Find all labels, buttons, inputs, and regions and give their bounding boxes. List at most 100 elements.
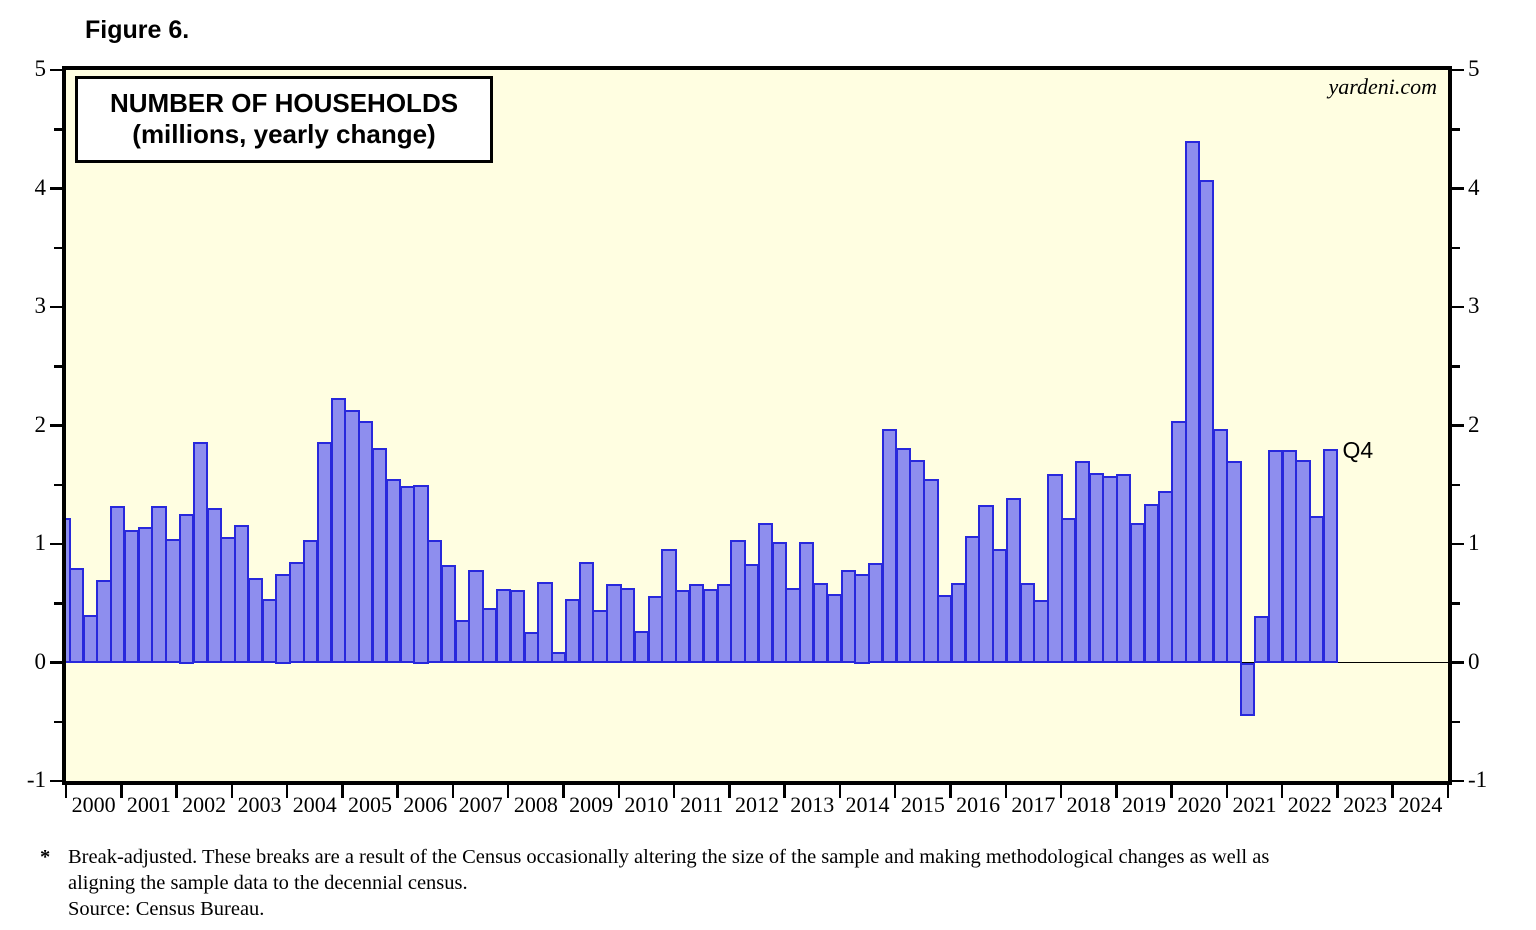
y-axis-label-right: 0 — [1468, 648, 1480, 674]
x-axis-year-label: 2015 — [900, 792, 945, 817]
y-axis-tick-left — [50, 542, 62, 546]
chart-title-line1: NUMBER OF HOUSEHOLDS — [109, 88, 459, 118]
x-axis-year-label: 2024 — [1398, 792, 1443, 817]
y-axis-label-left: 0 — [34, 648, 47, 674]
x-axis-year-label: 2013 — [790, 792, 835, 817]
y-axis-tick-right — [1452, 305, 1464, 309]
y-axis-tick-right — [1452, 187, 1464, 190]
y-axis-label-right: 3 — [1468, 293, 1480, 318]
chart-title-box: NUMBER OF HOUSEHOLDS (millions, yearly c… — [75, 76, 493, 163]
y-axis-label-left: 1 — [34, 530, 47, 555]
x-axis-year-label: 2011 — [680, 792, 724, 817]
x-axis-tick — [175, 785, 178, 798]
y-axis-tick-left — [50, 661, 62, 664]
x-axis-year-label: 2009 — [569, 792, 614, 817]
watermark-yardeni: yardeni.com — [1328, 74, 1437, 99]
y-axis-label-left: 5 — [34, 56, 47, 81]
x-axis-year-label: 2005 — [348, 792, 393, 817]
x-axis-year-label: 2023 — [1343, 792, 1388, 817]
y-axis-tick-right — [1452, 246, 1460, 249]
x-axis-tick — [1280, 785, 1284, 798]
y-axis-tick-right — [1452, 68, 1464, 72]
footnote-line1: Break-adjusted. These breaks are a resul… — [68, 846, 1270, 868]
y-axis-tick-right — [1452, 483, 1460, 486]
bar-2021-Q2 — [1240, 662, 1256, 716]
x-axis-tick — [617, 785, 621, 798]
footnote-line2: aligning the sample data to the decennia… — [68, 872, 468, 894]
footnote-asterisk: * — [40, 846, 51, 868]
bar-2015-Q3 — [923, 478, 939, 664]
x-axis-tick — [396, 785, 399, 798]
x-axis-year-label: 2006 — [403, 792, 448, 817]
y-axis-label-left: 4 — [34, 174, 47, 200]
x-axis-tick — [949, 785, 952, 798]
last-point-label: Q4 — [1342, 437, 1374, 464]
x-axis-year-label: 2022 — [1287, 792, 1332, 817]
figure-label: Figure 6. — [85, 16, 190, 44]
x-axis-tick — [838, 785, 842, 798]
x-axis-tick — [1391, 785, 1394, 798]
x-axis-year-label: 2014 — [845, 792, 890, 817]
x-axis-year-label: 2003 — [237, 792, 282, 817]
x-axis-year-label: 2000 — [71, 792, 116, 817]
y-axis-tick-left — [54, 128, 62, 131]
x-axis-tick — [728, 785, 731, 798]
y-axis-label-right: 1 — [1468, 530, 1480, 555]
x-axis-year-label: 2018 — [1066, 792, 1111, 817]
x-axis-tick — [783, 785, 786, 798]
y-axis-tick-left — [50, 68, 62, 72]
y-axis-label-left: 3 — [34, 293, 47, 318]
x-axis-tick — [1004, 785, 1007, 798]
y-axis-label-right: 4 — [1468, 174, 1480, 200]
x-axis-tick — [64, 785, 68, 798]
x-axis-tick — [341, 785, 344, 798]
y-axis-tick-left — [54, 365, 62, 368]
x-axis-year-label: 2021 — [1232, 792, 1277, 817]
y-axis-tick-left — [54, 483, 62, 486]
x-axis-tick — [285, 785, 289, 798]
y-axis-label-left: 2 — [34, 411, 47, 437]
x-axis-year-label: 2020 — [1177, 792, 1222, 817]
x-axis-tick — [1225, 785, 1229, 798]
y-axis-label-right: 5 — [1468, 56, 1480, 81]
bar-2020-Q3 — [1198, 180, 1215, 664]
x-axis-tick — [1446, 785, 1450, 798]
x-axis-tick — [451, 785, 455, 798]
y-axis-tick-right — [1452, 365, 1460, 368]
x-axis-year-label: 2008 — [513, 792, 558, 817]
plot-area: -1 -1 0 0 1 1 2 2 3 3 4 4 5 5 2000 2001 2002 2003 2004 2005… — [27, 57, 1487, 818]
x-axis-tick — [1059, 785, 1063, 798]
y-axis-tick-left — [50, 305, 62, 309]
y-axis-tick-left — [50, 424, 62, 427]
x-axis-tick — [506, 785, 510, 798]
x-axis-tick — [672, 785, 676, 798]
y-axis-tick-right — [1452, 542, 1464, 546]
x-axis-year-label: 2012 — [734, 792, 779, 817]
bar-2022-Q4 — [1322, 449, 1339, 664]
chart-frame — [62, 66, 1452, 785]
y-axis-tick-right — [1452, 720, 1460, 723]
y-axis-tick-right — [1452, 424, 1464, 427]
x-axis-year-label: 2002 — [182, 792, 227, 817]
x-axis-tick — [1170, 785, 1173, 798]
y-axis-tick-left — [54, 246, 62, 249]
y-axis-tick-left — [50, 187, 62, 190]
bar-2017-Q1 — [1005, 497, 1022, 664]
y-axis-tick-left — [50, 779, 62, 783]
bar-2021-Q1 — [1226, 461, 1242, 664]
y-axis-tick-right — [1452, 128, 1460, 131]
bar-2008-Q1 — [509, 590, 526, 664]
x-axis-tick — [1115, 785, 1118, 798]
bar-2008-Q3 — [537, 581, 553, 664]
x-axis-tick — [230, 785, 234, 798]
x-axis-year-label: 2004 — [292, 792, 337, 817]
x-axis-tick — [562, 785, 565, 798]
y-axis-label-right: -1 — [1468, 767, 1488, 792]
y-axis-tick-right — [1452, 602, 1460, 605]
x-axis-tick — [120, 785, 123, 798]
bar-2010-Q1 — [620, 587, 636, 664]
x-axis-year-label: 2016 — [956, 792, 1001, 817]
footnote-text: Break-adjusted. These breaks are a resul… — [68, 844, 1498, 922]
y-axis-tick-left — [54, 602, 62, 605]
y-axis-tick-left — [54, 720, 62, 723]
